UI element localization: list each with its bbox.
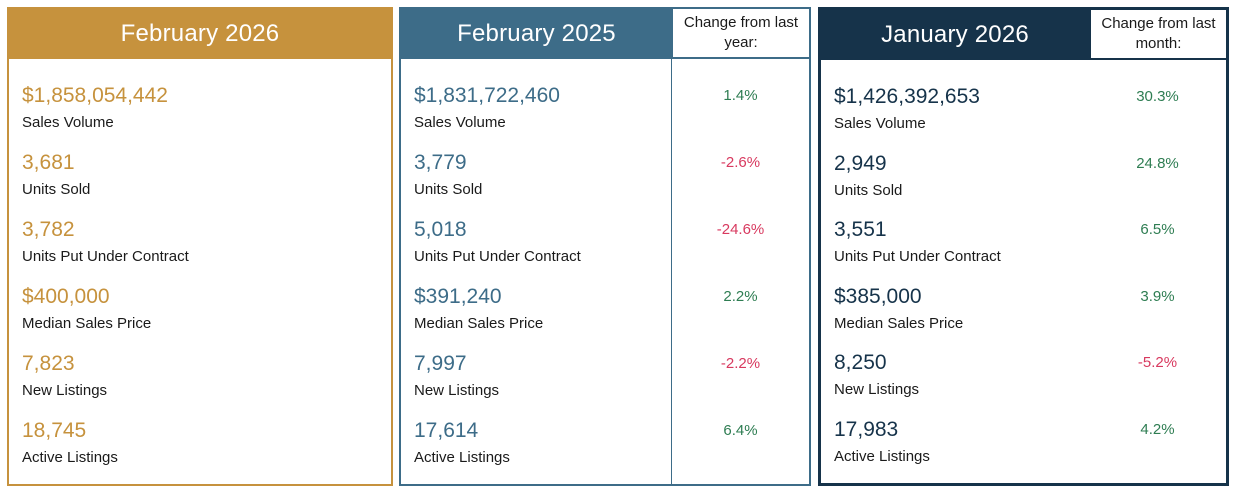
- metric-value: 2,949: [834, 151, 887, 175]
- metric-value: 7,823: [22, 352, 75, 375]
- metric-label: Active Listings: [22, 449, 118, 466]
- metric-label: Median Sales Price: [834, 314, 964, 332]
- panel-title: January 2026: [821, 10, 1089, 60]
- metric-label: Units Put Under Contract: [414, 248, 581, 265]
- metric-label: New Listings: [22, 382, 108, 399]
- metric-row-active-listings: 17,983 Active Listings 4.2%: [821, 417, 1226, 467]
- metric-row-new-listings: 7,823 New Listings: [9, 351, 391, 401]
- metric-value: $391,240: [414, 285, 502, 308]
- change-column-header: Change from last month:: [1089, 10, 1226, 60]
- metric-change: -24.6%: [716, 221, 765, 238]
- panel-header: February 2025 Change from last year:: [401, 9, 809, 59]
- panel-title: February 2025: [401, 9, 672, 59]
- metric-change: -2.6%: [720, 154, 761, 171]
- metric-change: 24.8%: [1136, 154, 1179, 172]
- metric-value: 8,250: [834, 351, 887, 375]
- metric-value: $1,858,054,442: [22, 84, 168, 107]
- metric-label: Units Put Under Contract: [22, 248, 189, 265]
- metric-row-active-listings: 17,614 Active Listings 6.4%: [401, 418, 809, 468]
- metric-row-units-under-contract: 3,551 Units Put Under Contract 6.5%: [821, 217, 1226, 267]
- panel-header: January 2026 Change from last month:: [821, 10, 1226, 60]
- metric-row-median-sales-price: $400,000 Median Sales Price: [9, 284, 391, 334]
- panel-body: $1,426,392,653 Sales Volume 30.3% 2,949 …: [821, 60, 1226, 483]
- metric-row-active-listings: 18,745 Active Listings: [9, 418, 391, 468]
- metric-value: 17,614: [414, 419, 479, 442]
- column-divider: [671, 59, 672, 484]
- metric-label: Sales Volume: [22, 114, 114, 131]
- metric-label: Units Sold: [834, 181, 903, 199]
- metric-value: 7,997: [414, 352, 467, 375]
- metric-label: Units Sold: [414, 181, 483, 198]
- metric-label: Active Listings: [834, 447, 930, 465]
- metric-change: 2.2%: [723, 288, 758, 305]
- metric-value: 3,681: [22, 151, 75, 174]
- metric-label: New Listings: [414, 382, 500, 399]
- panel-body: $1,858,054,442 Sales Volume 3,681 Units …: [9, 59, 391, 484]
- metric-label: Sales Volume: [834, 115, 926, 132]
- metric-row-sales-volume: $1,858,054,442 Sales Volume: [9, 83, 391, 133]
- metric-value: 3,779: [414, 151, 467, 174]
- metric-label: Units Sold: [22, 181, 91, 198]
- metric-row-units-under-contract: 5,018 Units Put Under Contract -24.6%: [401, 217, 809, 267]
- metric-row-new-listings: 8,250 New Listings -5.2%: [821, 350, 1226, 400]
- metric-change: -2.2%: [720, 355, 761, 372]
- change-column-header: Change from last year:: [672, 9, 809, 59]
- metric-change: 1.4%: [723, 87, 758, 104]
- metric-value: 3,551: [834, 218, 887, 242]
- metric-row-median-sales-price: $391,240 Median Sales Price 2.2%: [401, 284, 809, 334]
- metric-change: 6.5%: [1140, 221, 1175, 239]
- metric-label: Active Listings: [414, 449, 510, 466]
- panel-february-2026: February 2026 $1,858,054,442 Sales Volum…: [7, 7, 393, 486]
- metric-value: $400,000: [22, 285, 110, 308]
- panel-title: February 2026: [9, 9, 391, 59]
- metric-row-units-sold: 3,779 Units Sold -2.6%: [401, 150, 809, 200]
- metric-change: -5.2%: [1137, 354, 1178, 372]
- panel-header: February 2026: [9, 9, 391, 59]
- metric-row-units-sold: 2,949 Units Sold 24.8%: [821, 151, 1226, 201]
- metric-label: Median Sales Price: [414, 315, 544, 332]
- metric-value: 3,782: [22, 218, 75, 241]
- metric-label: Sales Volume: [414, 114, 506, 131]
- metric-value: $385,000: [834, 284, 922, 308]
- metric-row-median-sales-price: $385,000 Median Sales Price 3.9%: [821, 284, 1226, 334]
- metric-change: 4.2%: [1140, 420, 1175, 438]
- panel-body: $1,831,722,460 Sales Volume 1.4% 3,779 U…: [401, 59, 809, 484]
- metric-value: 17,983: [834, 417, 899, 441]
- panel-january-2026: January 2026 Change from last month: $1,…: [818, 7, 1229, 486]
- metric-label: New Listings: [834, 381, 920, 399]
- metric-change: 6.4%: [723, 422, 758, 439]
- metric-row-new-listings: 7,997 New Listings -2.2%: [401, 351, 809, 401]
- metric-value: $1,426,392,653: [834, 85, 980, 108]
- metric-change: 3.9%: [1140, 287, 1175, 305]
- metric-change: 30.3%: [1136, 88, 1179, 105]
- metric-row-sales-volume: $1,426,392,653 Sales Volume 30.3%: [821, 84, 1226, 134]
- metric-label: Median Sales Price: [22, 315, 152, 332]
- metric-value: $1,831,722,460: [414, 84, 560, 107]
- panel-february-2025: February 2025 Change from last year: $1,…: [399, 7, 811, 486]
- metric-row-sales-volume: $1,831,722,460 Sales Volume 1.4%: [401, 83, 809, 133]
- metric-value: 18,745: [22, 419, 87, 442]
- metric-row-units-under-contract: 3,782 Units Put Under Contract: [9, 217, 391, 267]
- metric-label: Units Put Under Contract: [834, 248, 1001, 266]
- metric-value: 5,018: [414, 218, 467, 241]
- metric-row-units-sold: 3,681 Units Sold: [9, 150, 391, 200]
